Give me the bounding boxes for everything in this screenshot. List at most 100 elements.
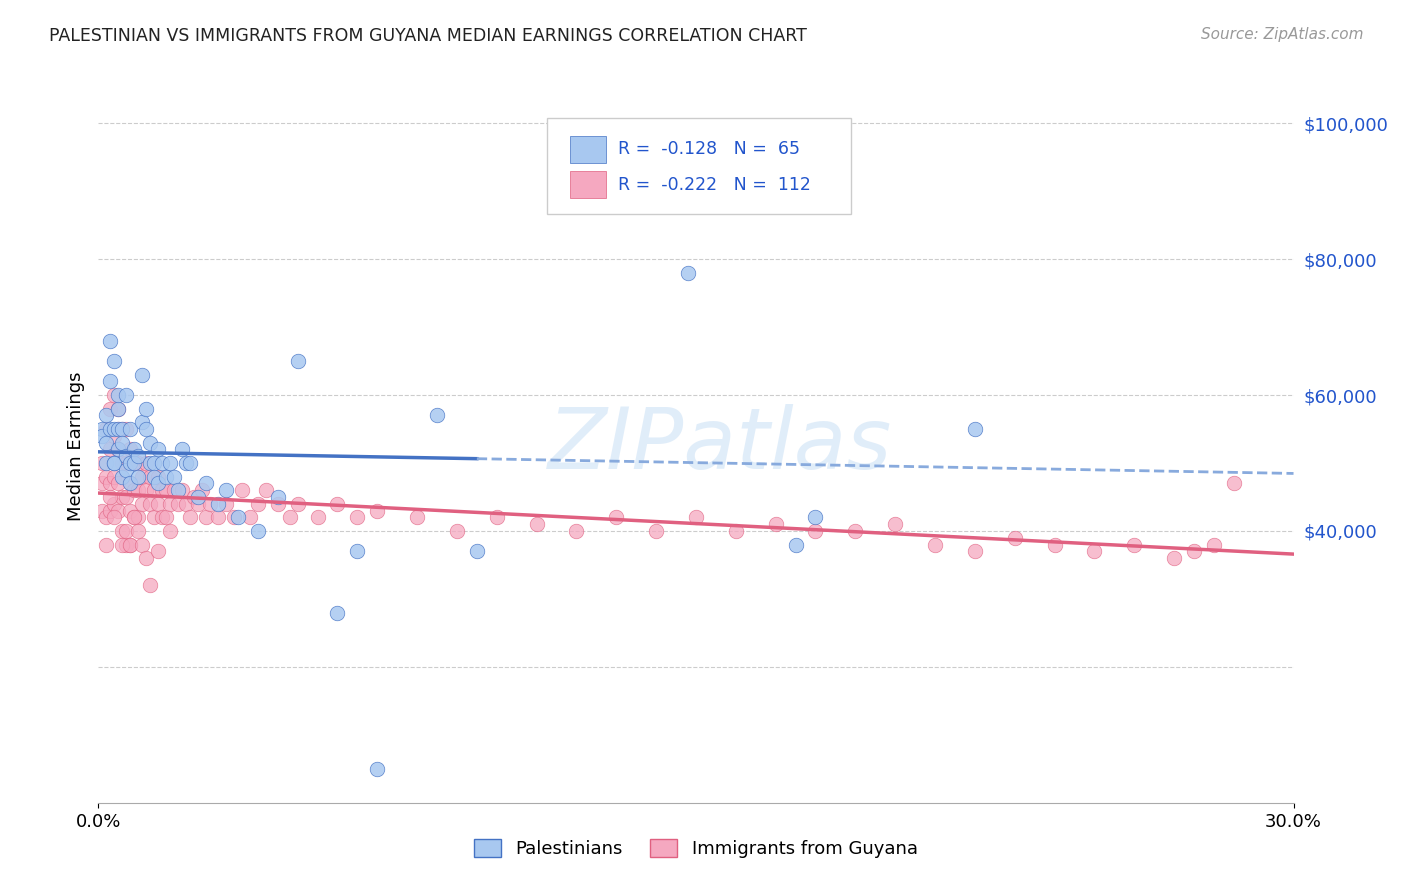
Point xyxy=(103,456,125,470)
Point xyxy=(159,456,181,470)
Point xyxy=(124,483,146,498)
Point xyxy=(127,469,149,483)
Point xyxy=(103,456,125,470)
Point xyxy=(366,762,388,776)
Point xyxy=(172,442,194,457)
Point xyxy=(98,401,122,416)
Point xyxy=(167,497,190,511)
Point xyxy=(115,490,138,504)
Point xyxy=(139,456,162,470)
Point xyxy=(287,497,309,511)
Point xyxy=(485,510,508,524)
Point xyxy=(267,497,290,511)
Point xyxy=(254,483,277,498)
Point xyxy=(98,503,122,517)
Text: ZIPatlas: ZIPatlas xyxy=(548,404,891,488)
Point xyxy=(150,483,173,498)
Point xyxy=(246,524,269,538)
Point xyxy=(120,537,142,551)
Point xyxy=(785,537,807,551)
Point xyxy=(111,537,134,551)
Point xyxy=(1004,531,1026,545)
Point xyxy=(96,435,118,450)
Point xyxy=(96,409,118,423)
Point xyxy=(565,524,588,538)
Point xyxy=(278,510,301,524)
Point xyxy=(187,490,209,504)
Point xyxy=(765,517,787,532)
Point xyxy=(115,524,138,538)
Point xyxy=(96,456,118,470)
Point xyxy=(222,510,245,524)
Point xyxy=(107,442,129,457)
Point xyxy=(143,456,166,470)
Point xyxy=(406,510,429,524)
Point xyxy=(135,483,157,498)
Point xyxy=(326,606,349,620)
Point xyxy=(107,476,129,491)
Point xyxy=(131,497,153,511)
Point xyxy=(139,469,162,483)
Point xyxy=(148,469,170,483)
Point xyxy=(1202,537,1225,551)
Point xyxy=(187,497,209,511)
Point xyxy=(1123,537,1146,551)
Point xyxy=(150,510,173,524)
Point xyxy=(963,544,986,558)
Point xyxy=(446,524,468,538)
Point xyxy=(195,510,218,524)
Point xyxy=(163,483,186,498)
Point xyxy=(103,469,125,483)
Point xyxy=(127,510,149,524)
Point xyxy=(127,483,149,498)
Point xyxy=(159,524,181,538)
Point xyxy=(685,510,707,524)
Point xyxy=(465,544,488,558)
Point xyxy=(346,544,368,558)
Point xyxy=(103,422,125,436)
Point xyxy=(226,510,249,524)
Legend: Palestinians, Immigrants from Guyana: Palestinians, Immigrants from Guyana xyxy=(467,831,925,865)
Point xyxy=(163,469,186,483)
Point xyxy=(139,497,162,511)
Point xyxy=(127,456,149,470)
Point xyxy=(111,435,134,450)
Point xyxy=(804,524,827,538)
Point xyxy=(143,469,166,483)
Point xyxy=(111,524,134,538)
Point xyxy=(884,517,907,532)
Point xyxy=(267,490,290,504)
Point xyxy=(98,334,122,348)
Point xyxy=(183,490,205,504)
Point xyxy=(246,497,269,511)
Point xyxy=(96,537,118,551)
Point xyxy=(924,537,946,551)
Point xyxy=(124,442,146,457)
Text: R =  -0.128   N =  65: R = -0.128 N = 65 xyxy=(619,140,800,158)
Point xyxy=(143,483,166,498)
Point xyxy=(139,578,162,592)
Point xyxy=(804,510,827,524)
Point xyxy=(120,476,142,491)
Point xyxy=(107,401,129,416)
Point xyxy=(91,429,114,443)
Point xyxy=(174,456,197,470)
Point xyxy=(645,524,668,538)
Point xyxy=(91,476,114,491)
Point xyxy=(124,456,146,470)
Point xyxy=(127,524,149,538)
Point xyxy=(107,422,129,436)
Point xyxy=(174,497,197,511)
Point xyxy=(107,442,129,457)
Point xyxy=(96,422,118,436)
Point xyxy=(103,388,125,402)
Point xyxy=(148,544,170,558)
Point xyxy=(143,510,166,524)
Point xyxy=(135,456,157,470)
Point xyxy=(159,497,181,511)
Point xyxy=(111,456,134,470)
Point xyxy=(127,449,149,463)
Point xyxy=(1182,544,1205,558)
Point xyxy=(215,483,238,498)
Point xyxy=(307,510,329,524)
